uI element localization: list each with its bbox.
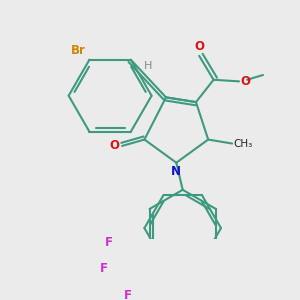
Text: N: N xyxy=(171,165,181,178)
Text: F: F xyxy=(124,289,132,300)
Text: O: O xyxy=(109,140,119,152)
Text: F: F xyxy=(105,236,113,249)
Text: Br: Br xyxy=(71,44,86,57)
Text: CH₃: CH₃ xyxy=(234,139,253,148)
Text: F: F xyxy=(100,262,108,275)
Text: O: O xyxy=(241,75,251,88)
Text: H: H xyxy=(144,61,153,70)
Text: O: O xyxy=(194,40,204,53)
